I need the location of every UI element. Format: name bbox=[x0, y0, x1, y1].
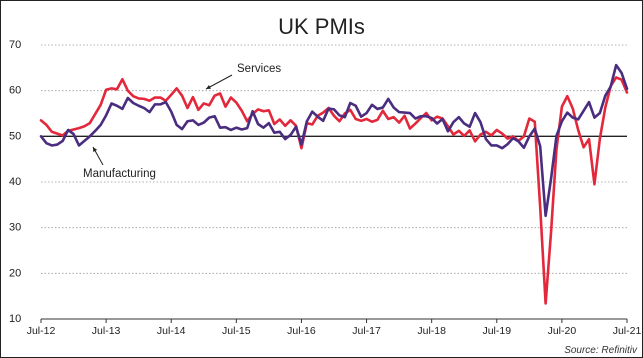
chart-title: UK PMIs bbox=[278, 14, 365, 39]
y-tick-label: 30 bbox=[9, 222, 21, 234]
x-tick-label: Jul-21 bbox=[613, 325, 642, 337]
x-tick-label: Jul-12 bbox=[27, 325, 56, 337]
y-tick-label: 10 bbox=[9, 313, 21, 325]
series-line-manufacturing bbox=[39, 63, 629, 218]
y-tick-label: 50 bbox=[9, 130, 21, 142]
x-tick-label: Jul-13 bbox=[92, 325, 121, 337]
y-tick-label: 40 bbox=[9, 176, 21, 188]
x-tick-label: Jul-16 bbox=[287, 325, 316, 337]
x-tick-label: Jul-15 bbox=[222, 325, 251, 337]
source-note: Source: Refinitiv bbox=[564, 345, 637, 356]
x-tick-label: Jul-17 bbox=[352, 325, 381, 337]
annotation-arrowhead bbox=[206, 84, 211, 89]
series-line-services bbox=[39, 76, 629, 305]
x-tick-label: Jul-18 bbox=[417, 325, 446, 337]
x-tick-label: Jul-20 bbox=[548, 325, 577, 337]
y-tick-label: 60 bbox=[9, 85, 21, 97]
y-tick-label: 70 bbox=[9, 39, 21, 51]
annotation-services: Services bbox=[237, 63, 281, 75]
y-tick-label: 20 bbox=[9, 267, 21, 279]
annotation-arrow-line bbox=[205, 74, 233, 90]
x-tick-label: Jul-19 bbox=[482, 325, 511, 337]
annotation-manufacturing: Manufacturing bbox=[83, 168, 156, 180]
annotation-arrowhead bbox=[93, 147, 98, 152]
x-tick-label: Jul-14 bbox=[157, 325, 186, 337]
